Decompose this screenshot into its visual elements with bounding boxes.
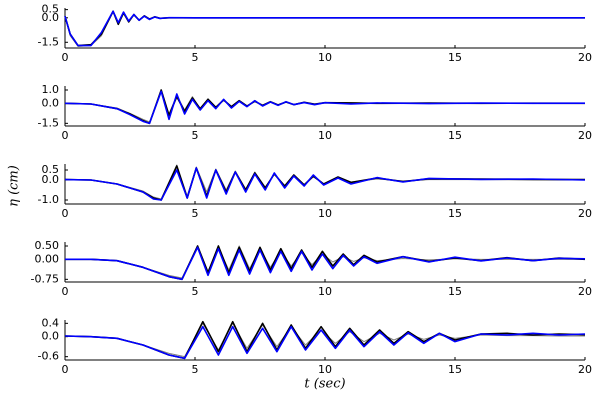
data-line: [64, 90, 586, 125]
y-tick-label: 0.0: [42, 96, 60, 109]
x-tick-label: 15: [448, 363, 462, 376]
x-tick-label: 10: [318, 285, 332, 298]
x-tick-label: 5: [192, 285, 199, 298]
data-line: [65, 245, 586, 281]
x-tick-label: 20: [578, 207, 592, 220]
y-axis-label: η (cm): [7, 165, 22, 207]
x-tick-label: 10: [318, 207, 332, 220]
x-tick-label: 0: [62, 363, 69, 376]
data-line: [64, 10, 585, 47]
x-tick-label: 10: [318, 129, 332, 142]
x-tick-label: 15: [448, 51, 462, 64]
data-line: [64, 164, 586, 200]
y-tick-label: 0.50: [35, 239, 60, 252]
data-line: [65, 245, 585, 279]
y-tick-label: 0.0: [42, 173, 60, 186]
y-tick-label: 0.0: [42, 330, 60, 343]
y-tick-label: 0.5: [42, 163, 60, 176]
data-line: [64, 320, 586, 360]
x-tick-label: 0: [62, 129, 69, 142]
data-line: [64, 167, 586, 201]
y-tick-label: 0.00: [35, 252, 60, 265]
x-axis-label: t (sec): [304, 377, 345, 392]
x-tick-label: 0: [62, 285, 69, 298]
x-tick-label: 5: [192, 51, 199, 64]
x-tick-label: 20: [578, 363, 592, 376]
y-tick-label: -0.6: [38, 350, 59, 363]
y-tick-label: 1.0: [42, 83, 60, 96]
x-tick-label: 20: [578, 129, 592, 142]
x-tick-label: 20: [578, 285, 592, 298]
data-line: [65, 246, 586, 281]
x-tick-label: 10: [318, 51, 332, 64]
y-tick-label: -1.0: [38, 193, 59, 206]
x-tick-label: 15: [448, 207, 462, 220]
x-tick-label: 20: [578, 51, 592, 64]
data-line: [64, 165, 586, 201]
x-tick-label: 15: [448, 129, 462, 142]
x-tick-label: 15: [448, 285, 462, 298]
y-tick-label: -1.5: [38, 116, 59, 129]
data-line: [64, 90, 585, 123]
x-tick-label: 5: [192, 363, 199, 376]
x-tick-label: 5: [192, 207, 199, 220]
data-line: [64, 89, 586, 125]
y-tick-label: 0.0: [42, 11, 60, 24]
y-tick-label: -0.75: [31, 272, 59, 285]
x-tick-label: 0: [62, 207, 69, 220]
x-tick-label: 5: [192, 129, 199, 142]
y-tick-label: 0.5: [42, 3, 60, 16]
data-line: [64, 325, 586, 360]
x-tick-label: 10: [318, 363, 332, 376]
data-line: [64, 322, 585, 358]
y-tick-label: 0.4: [42, 316, 60, 329]
y-tick-label: -1.5: [38, 35, 59, 48]
x-tick-label: 0: [62, 51, 69, 64]
